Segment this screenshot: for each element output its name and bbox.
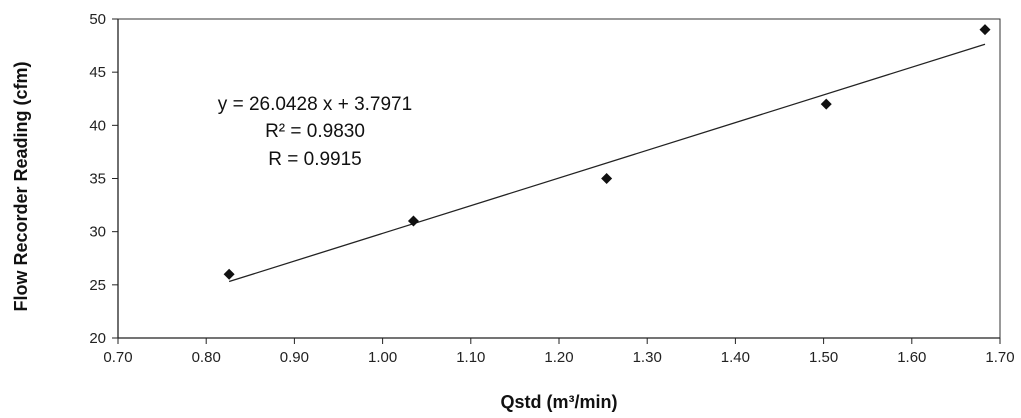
y-tick-label: 50 [89,11,106,28]
x-tick-label: 1.50 [809,349,838,366]
y-tick-group: 20 25 30 35 40 45 50 [89,11,118,347]
y-tick-label: 35 [89,171,106,188]
x-tick-group: 0.70 0.80 0.90 1.00 1.10 1.20 1.30 1.40 1.50 1.60… [103,338,1015,366]
x-tick-label: 1.70 [985,349,1014,366]
x-tick-label: 0.70 [103,349,132,366]
x-tick-label: 1.30 [633,349,662,366]
y-tick-label: 40 [89,117,106,134]
trendline-group [228,43,986,283]
regression-equation: y = 26.0428 x + 3.7971 [218,94,412,115]
x-axis-title: Qstd (m³/min) [501,392,618,412]
x-tick-label: 0.90 [280,349,309,366]
data-point [601,173,613,184]
data-point [979,24,991,36]
x-tick-label: 1.40 [721,349,750,366]
y-axis-title: Flow Recorder Reading (cfm) [11,61,31,311]
r-squared-label: R² = 0.9830 [265,121,365,142]
data-point-group [223,24,991,280]
x-tick-label: 1.00 [368,349,397,366]
data-point [223,268,235,280]
data-point [407,215,419,227]
annotation-group: y = 26.0428 x + 3.7971 R² = 0.9830 R = 0… [218,94,412,170]
y-tick-label: 30 [89,224,106,241]
x-tick-label: 1.60 [897,349,926,366]
trendline [228,43,986,283]
y-tick-label: 25 [89,277,106,294]
r-label: R = 0.9915 [268,149,362,170]
x-tick-label: 1.10 [456,349,485,366]
y-tick-label: 45 [89,64,106,81]
y-tick-label: 20 [89,330,106,347]
data-point [820,98,832,110]
x-tick-label: 1.20 [544,349,573,366]
x-tick-label: 0.80 [192,349,221,366]
